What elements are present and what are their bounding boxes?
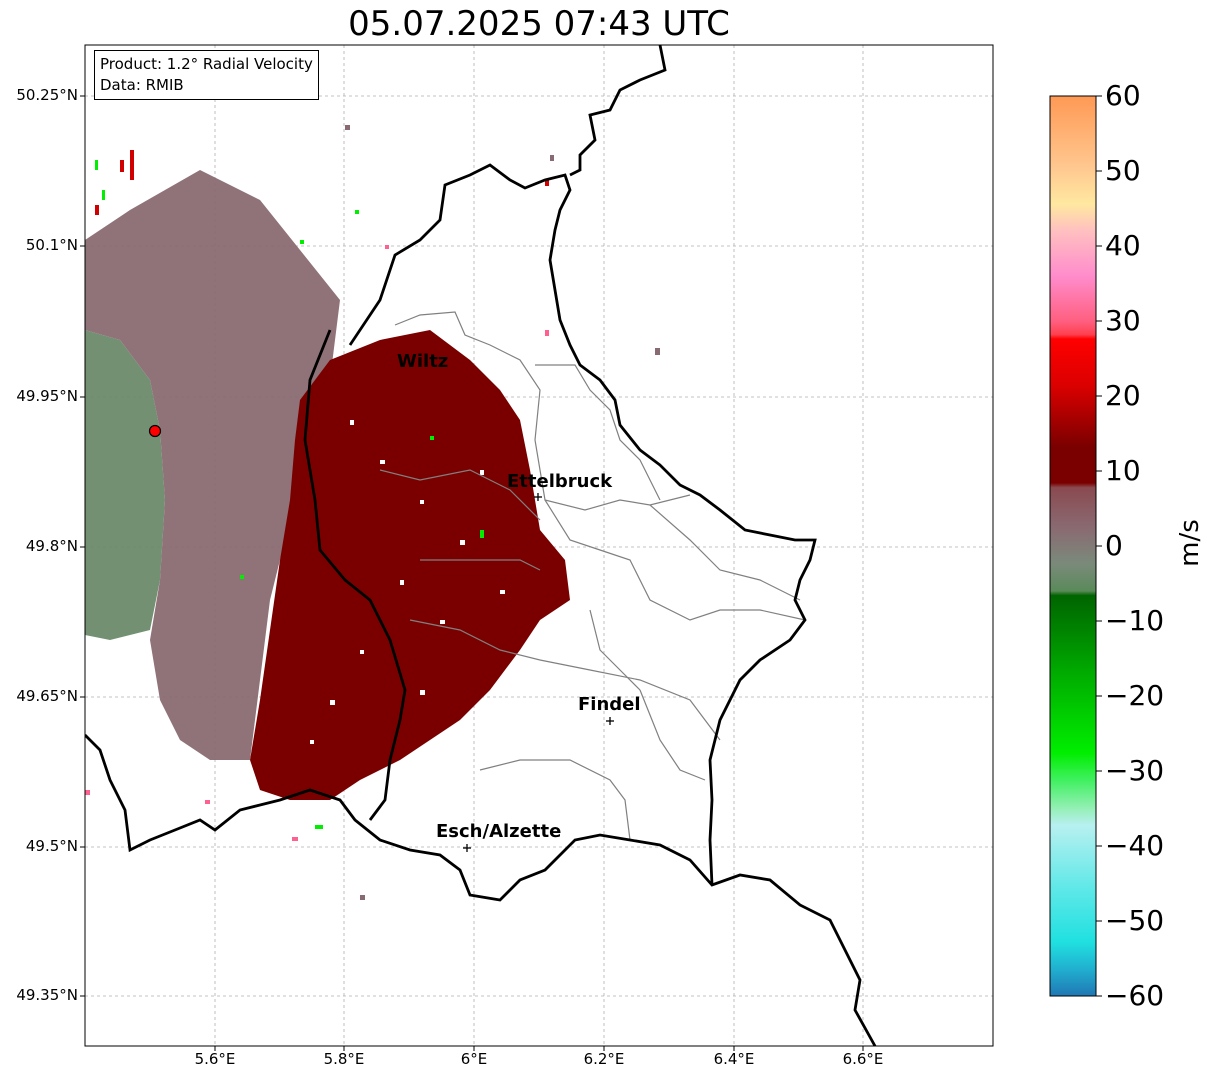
echo-green-dots [95,160,484,829]
lat-tick-label: 49.8°N [25,537,78,555]
city-marker-esch [463,844,471,852]
city-marker-ettelbruck [534,493,542,501]
echo-red-dots [95,150,549,215]
echo-dark-red-zone [250,330,570,800]
gridlines [85,45,993,1046]
colorbar-unit-label: m/s [1175,519,1205,567]
colorbar-tick-label: 30 [1105,304,1141,337]
country-borders [85,45,877,1046]
colorbar-tick-label: 50 [1105,154,1141,187]
colorbar-tick-label: −20 [1105,679,1165,712]
lat-tick-label: 49.65°N [16,687,78,705]
colorbar-tick-label: −40 [1105,829,1165,862]
lat-tick-label: 50.25°N [16,86,78,104]
district-boundaries [379,311,806,841]
border-germany-east [569,45,667,177]
lon-tick-label: 6.6°E [842,1050,884,1068]
colorbar [1049,95,1097,997]
colorbar-tick-label: 20 [1105,379,1141,412]
echo-speckles [310,420,505,744]
echo-mauve-dots [345,125,660,900]
product-label: Product: 1.2° Radial Velocity [100,55,313,73]
colorbar-tick-label: −30 [1105,754,1165,787]
city-label-ettelbruck: Ettelbruck [507,471,613,492]
colorbar-tick-label: 60 [1105,79,1141,112]
echo-gray-green-zone [85,330,165,640]
lon-tick-label: 5.8°E [323,1050,365,1068]
city-label-wiltz: Wiltz [397,351,449,372]
colorbar-tick-label: 0 [1105,529,1123,562]
colorbar-tick-label: −60 [1105,979,1165,1012]
city-marker-findel [606,717,614,725]
lat-tick-label: 49.35°N [16,986,78,1004]
border-france-south [85,734,877,1046]
lon-tick-label: 6.2°E [583,1050,625,1068]
colorbar-tick-label: −50 [1105,904,1165,937]
colorbar-tick-label: 40 [1105,229,1141,262]
echo-mauve-zone [85,170,340,760]
info-box: Product: 1.2° Radial Velocity Data: RMIB [94,50,319,100]
data-source-label: Data: RMIB [100,76,184,94]
lat-tick-label: 49.5°N [25,837,78,855]
radar-site-marker [148,424,162,438]
echo-pink-dots [85,245,549,841]
colorbar-ticks [1096,95,1102,997]
map-frame [84,44,994,1047]
lon-tick-label: 6°E [460,1050,488,1068]
axis-ticks [80,95,864,1051]
colorbar-tick-label: −10 [1105,604,1165,637]
lon-tick-label: 6.4°E [713,1050,755,1068]
colorbar-tick-label: 10 [1105,454,1141,487]
border-belgium-france [303,329,407,821]
map-title: 05.07.2025 07:43 UTC [348,4,730,44]
lon-tick-label: 5.6°E [194,1050,236,1068]
city-markers [463,493,614,852]
city-label-esch: Esch/Alzette [436,821,562,842]
border-belgium-luxembourg [348,163,817,886]
lat-tick-label: 49.95°N [16,387,78,405]
lat-tick-label: 50.1°N [25,236,78,254]
radar-echo-layer [85,125,660,900]
city-label-findel: Findel [578,694,641,715]
